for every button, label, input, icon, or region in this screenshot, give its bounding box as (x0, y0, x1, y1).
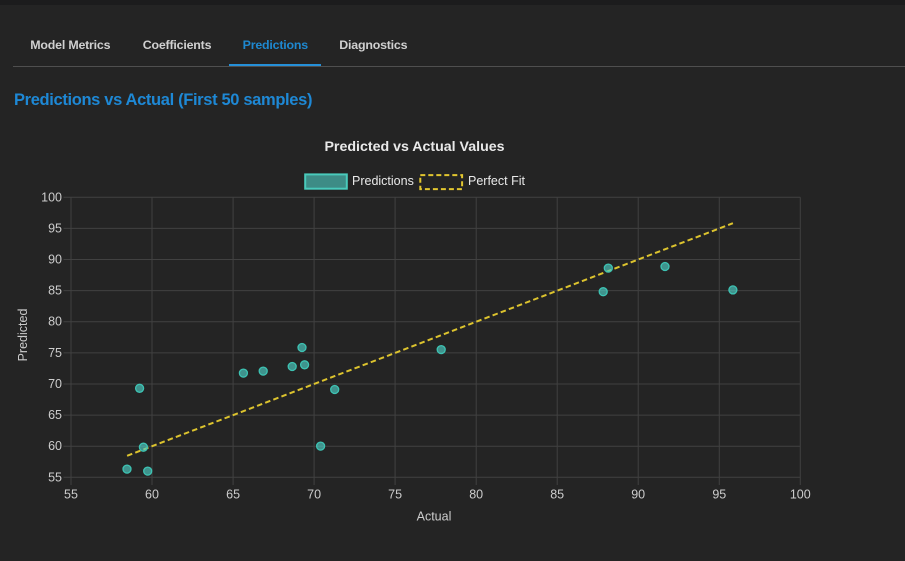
svg-text:Actual: Actual (417, 510, 452, 524)
svg-text:55: 55 (48, 470, 62, 484)
svg-text:80: 80 (469, 487, 483, 501)
svg-text:75: 75 (388, 487, 402, 501)
svg-text:80: 80 (48, 315, 62, 329)
svg-text:70: 70 (307, 487, 321, 501)
svg-text:90: 90 (631, 487, 645, 501)
svg-text:70: 70 (48, 377, 62, 391)
svg-text:85: 85 (550, 487, 564, 501)
svg-text:60: 60 (145, 487, 159, 501)
svg-text:65: 65 (48, 408, 62, 422)
svg-text:90: 90 (48, 253, 62, 267)
svg-text:75: 75 (48, 346, 62, 360)
svg-text:Predicted: Predicted (16, 309, 30, 362)
svg-text:Predictions: Predictions (352, 174, 414, 188)
svg-text:100: 100 (790, 487, 811, 501)
svg-text:Predicted vs Actual Values: Predicted vs Actual Values (324, 139, 504, 155)
svg-text:95: 95 (712, 487, 726, 501)
svg-text:55: 55 (64, 487, 78, 501)
svg-text:Perfect Fit: Perfect Fit (468, 174, 525, 188)
svg-text:85: 85 (48, 284, 62, 298)
svg-text:60: 60 (48, 439, 62, 453)
svg-text:100: 100 (41, 190, 62, 204)
svg-text:65: 65 (226, 487, 240, 501)
svg-text:95: 95 (48, 221, 62, 235)
